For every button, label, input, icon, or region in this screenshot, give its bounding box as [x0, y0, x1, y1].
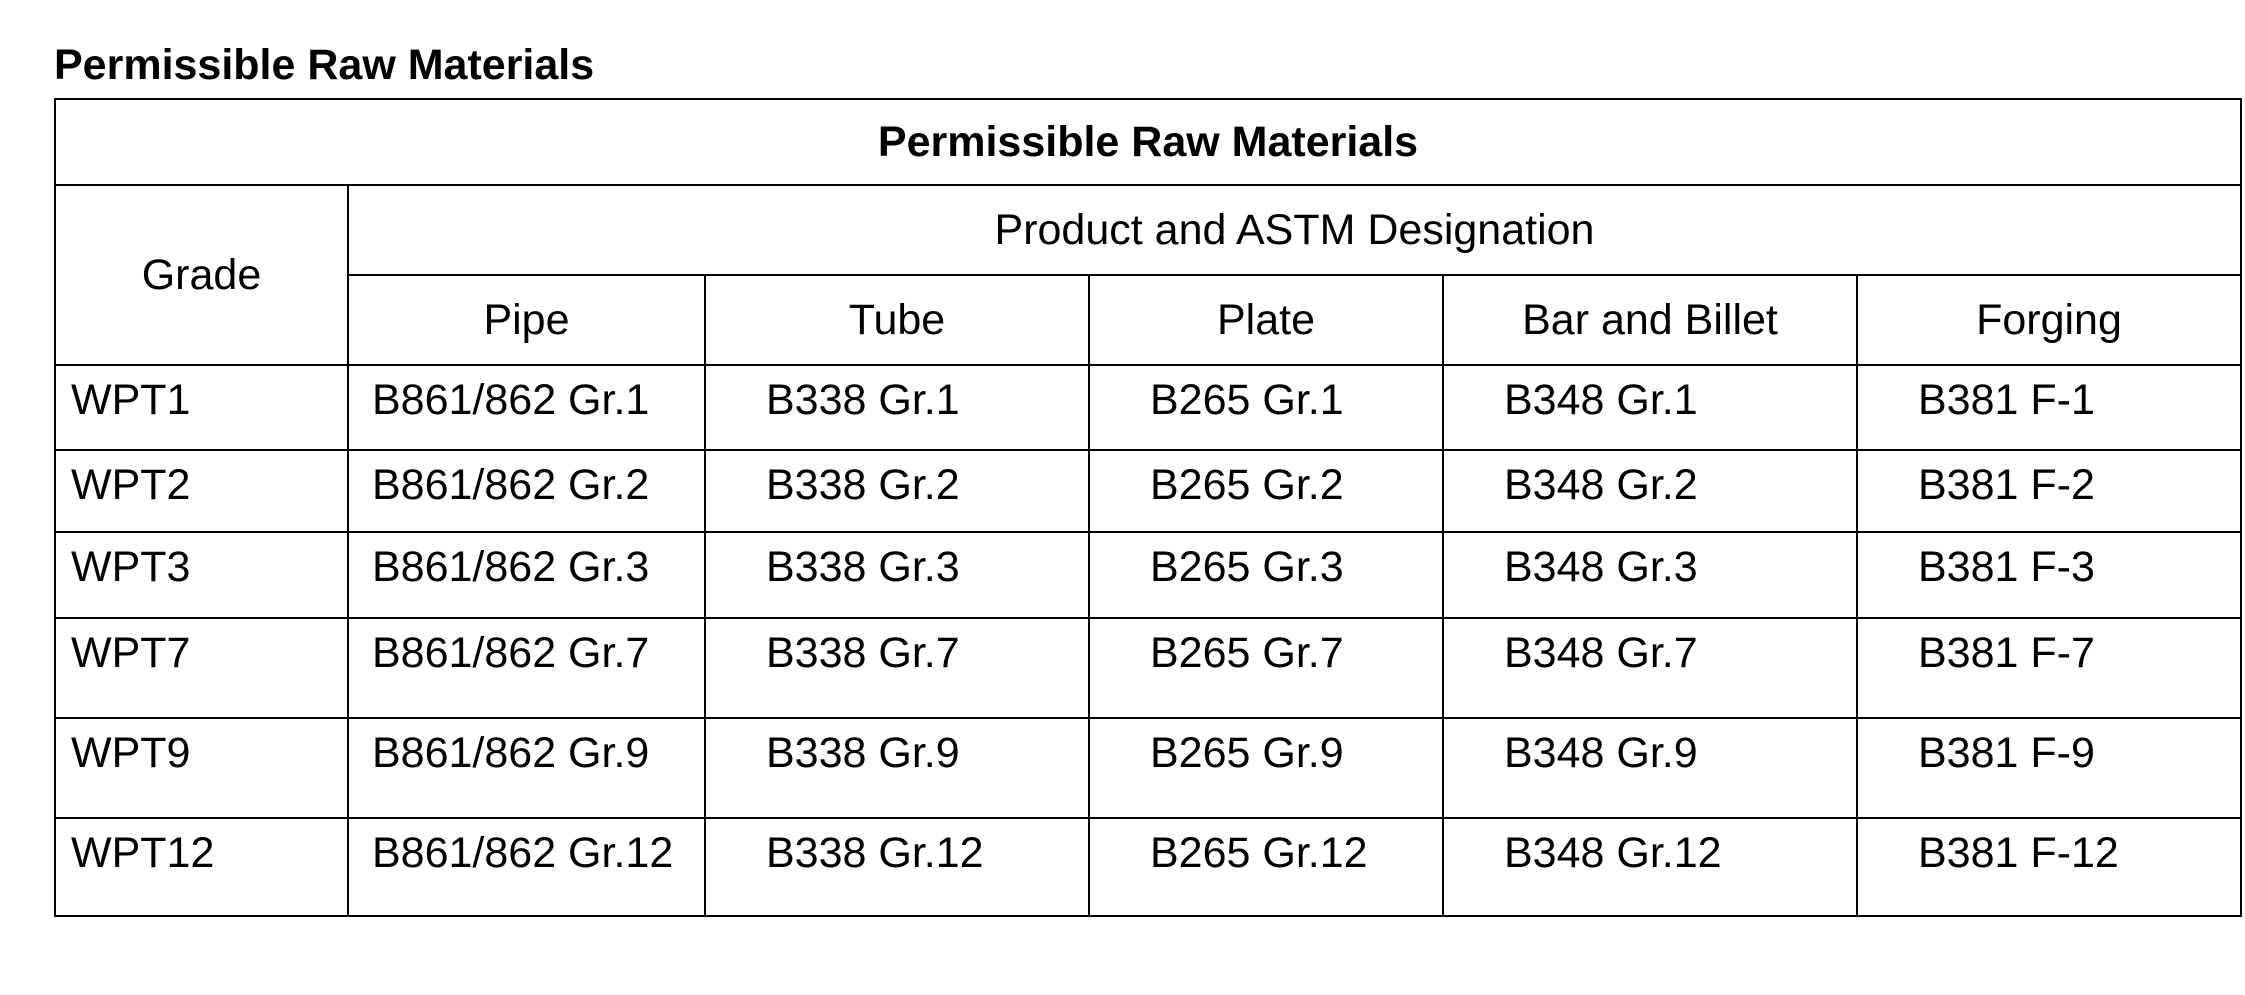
table-title: Permissible Raw Materials — [54, 98, 2242, 186]
table-row: WPT12 B861/862 Gr.12 B338 Gr.12 B265 Gr.… — [54, 817, 2242, 917]
table-row: WPT9 B861/862 Gr.9 B338 Gr.9 B265 Gr.9 B… — [54, 717, 2242, 819]
bar-and-billet-cell: B348 Gr.1 — [1442, 364, 1858, 451]
table-row: WPT2 B861/862 Gr.2 B338 Gr.2 B265 Gr.2 B… — [54, 449, 2242, 533]
column-header-forging: Forging — [1856, 274, 2242, 366]
bar-and-billet-cell: B348 Gr.12 — [1442, 817, 1858, 917]
tube-cell: B338 Gr.9 — [704, 717, 1090, 819]
pipe-cell: B861/862 Gr.9 — [347, 717, 706, 819]
page-heading: Permissible Raw Materials — [54, 41, 595, 89]
column-header-tube: Tube — [704, 274, 1090, 366]
column-header-plate: Plate — [1088, 274, 1444, 366]
pipe-cell: B861/862 Gr.12 — [347, 817, 706, 917]
tube-cell: B338 Gr.7 — [704, 617, 1090, 719]
grade-cell: WPT12 — [54, 817, 349, 917]
pipe-cell: B861/862 Gr.1 — [347, 364, 706, 451]
pipe-cell: B861/862 Gr.2 — [347, 449, 706, 533]
pipe-cell: B861/862 Gr.7 — [347, 617, 706, 719]
table-row: WPT3 B861/862 Gr.3 B338 Gr.3 B265 Gr.3 B… — [54, 531, 2242, 619]
plate-cell: B265 Gr.12 — [1088, 817, 1444, 917]
column-header-bar-and-billet: Bar and Billet — [1442, 274, 1858, 366]
forging-cell: B381 F-9 — [1856, 717, 2242, 819]
bar-and-billet-cell: B348 Gr.3 — [1442, 531, 1858, 619]
bar-and-billet-cell: B348 Gr.7 — [1442, 617, 1858, 719]
bar-and-billet-cell: B348 Gr.2 — [1442, 449, 1858, 533]
grade-cell: WPT3 — [54, 531, 349, 619]
product-designation-header: Product and ASTM Designation — [347, 184, 2242, 276]
forging-cell: B381 F-1 — [1856, 364, 2242, 451]
bar-and-billet-cell: B348 Gr.9 — [1442, 717, 1858, 819]
grade-cell: WPT7 — [54, 617, 349, 719]
plate-cell: B265 Gr.7 — [1088, 617, 1444, 719]
grade-cell: WPT1 — [54, 364, 349, 451]
tube-cell: B338 Gr.1 — [704, 364, 1090, 451]
table-row: WPT7 B861/862 Gr.7 B338 Gr.7 B265 Gr.7 B… — [54, 617, 2242, 719]
tube-cell: B338 Gr.2 — [704, 449, 1090, 533]
grade-cell: WPT9 — [54, 717, 349, 819]
column-header-pipe: Pipe — [347, 274, 706, 366]
plate-cell: B265 Gr.1 — [1088, 364, 1444, 451]
tube-cell: B338 Gr.12 — [704, 817, 1090, 917]
pipe-cell: B861/862 Gr.3 — [347, 531, 706, 619]
forging-cell: B381 F-12 — [1856, 817, 2242, 917]
forging-cell: B381 F-3 — [1856, 531, 2242, 619]
grade-header: Grade — [54, 184, 349, 366]
raw-materials-table: Permissible Raw Materials Grade Product … — [54, 98, 2242, 917]
plate-cell: B265 Gr.3 — [1088, 531, 1444, 619]
tube-cell: B338 Gr.3 — [704, 531, 1090, 619]
table-row: WPT1 B861/862 Gr.1 B338 Gr.1 B265 Gr.1 B… — [54, 364, 2242, 451]
forging-cell: B381 F-7 — [1856, 617, 2242, 719]
plate-cell: B265 Gr.2 — [1088, 449, 1444, 533]
grade-cell: WPT2 — [54, 449, 349, 533]
plate-cell: B265 Gr.9 — [1088, 717, 1444, 819]
forging-cell: B381 F-2 — [1856, 449, 2242, 533]
